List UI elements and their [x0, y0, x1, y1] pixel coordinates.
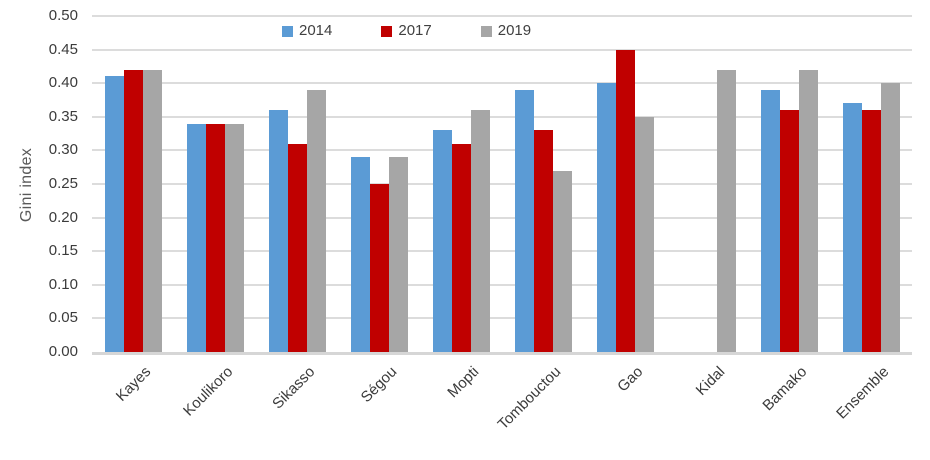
bar-kidal-2019: [716, 69, 736, 352]
legend-label-2019: 2019: [497, 22, 532, 39]
gridline: [92, 183, 912, 185]
gridline: [92, 250, 912, 253]
bar-kayes-2017: [123, 69, 143, 352]
legend-label-2017: 2017: [398, 22, 432, 39]
bar-mopti-2019: [470, 110, 490, 352]
bar-mopti-2017: [451, 143, 471, 352]
y-tick-label: 0.15: [48, 242, 78, 260]
legend-item-2017: 2017: [381, 22, 432, 39]
y-tick-label: 0.45: [48, 40, 78, 58]
bar-tombouctou-2019: [552, 170, 572, 352]
legend-item-2014: 2014: [282, 23, 332, 39]
bar-sikasso-2019: [306, 89, 326, 352]
legend-swatch-2017: [381, 25, 393, 37]
gridline: [92, 82, 912, 85]
bar-koulikoro-2019: [224, 123, 244, 352]
bar-koulikoro-2017: [205, 123, 225, 352]
bar-ensemble-2019: [880, 83, 900, 352]
bar-bamako-2017: [779, 110, 799, 352]
y-tick-label: 0.10: [48, 275, 78, 293]
bar-koulikoro-2014: [186, 123, 206, 352]
bar-gao-2019: [634, 116, 654, 352]
gridline: [92, 317, 912, 320]
bar-segou-2019: [388, 157, 408, 352]
gridline: [92, 283, 912, 286]
legend-swatch-2019: [480, 25, 492, 37]
bar-mopti-2014: [432, 130, 452, 352]
y-tick-label: 0.25: [48, 175, 78, 192]
gridline: [92, 216, 912, 219]
bar-kayes-2014: [104, 76, 124, 352]
gridline: [92, 15, 912, 17]
gridline: [92, 115, 912, 118]
bar-gao-2014: [596, 83, 616, 352]
bar-ensemble-2014: [842, 103, 862, 352]
y-tick-label: 0.00: [48, 343, 78, 360]
bar-kayes-2019: [142, 69, 162, 352]
y-tick-label: 0.40: [48, 74, 78, 92]
bar-bamako-2014: [760, 89, 780, 352]
gridline: [92, 149, 912, 152]
x-label-kayes: Kayes: [112, 363, 155, 405]
plot-area: [92, 15, 912, 355]
y-tick-label: 0.35: [48, 107, 78, 125]
bar-bamako-2019: [798, 69, 818, 352]
bar-ensemble-2017: [861, 110, 881, 352]
bar-sikasso-2014: [268, 110, 288, 352]
bar-segou-2017: [369, 184, 389, 352]
bar-segou-2014: [350, 157, 370, 352]
y-tick-label: 0.05: [48, 309, 78, 327]
y-tick-label: 0.30: [48, 141, 78, 159]
y-tick-label: 0.50: [48, 7, 78, 24]
legend-label-2014: 2014: [299, 22, 333, 39]
gridline: [92, 48, 912, 51]
y-tick-label: 0.20: [48, 208, 78, 226]
bar-tombouctou-2017: [533, 130, 553, 352]
bar-tombouctou-2014: [514, 89, 534, 352]
bar-sikasso-2017: [287, 143, 307, 352]
legend-item-2019: 2019: [480, 22, 532, 39]
bar-gao-2017: [615, 49, 635, 352]
legend-swatch-2014: [282, 25, 293, 37]
legend: 2014 2017 2019: [282, 23, 531, 39]
